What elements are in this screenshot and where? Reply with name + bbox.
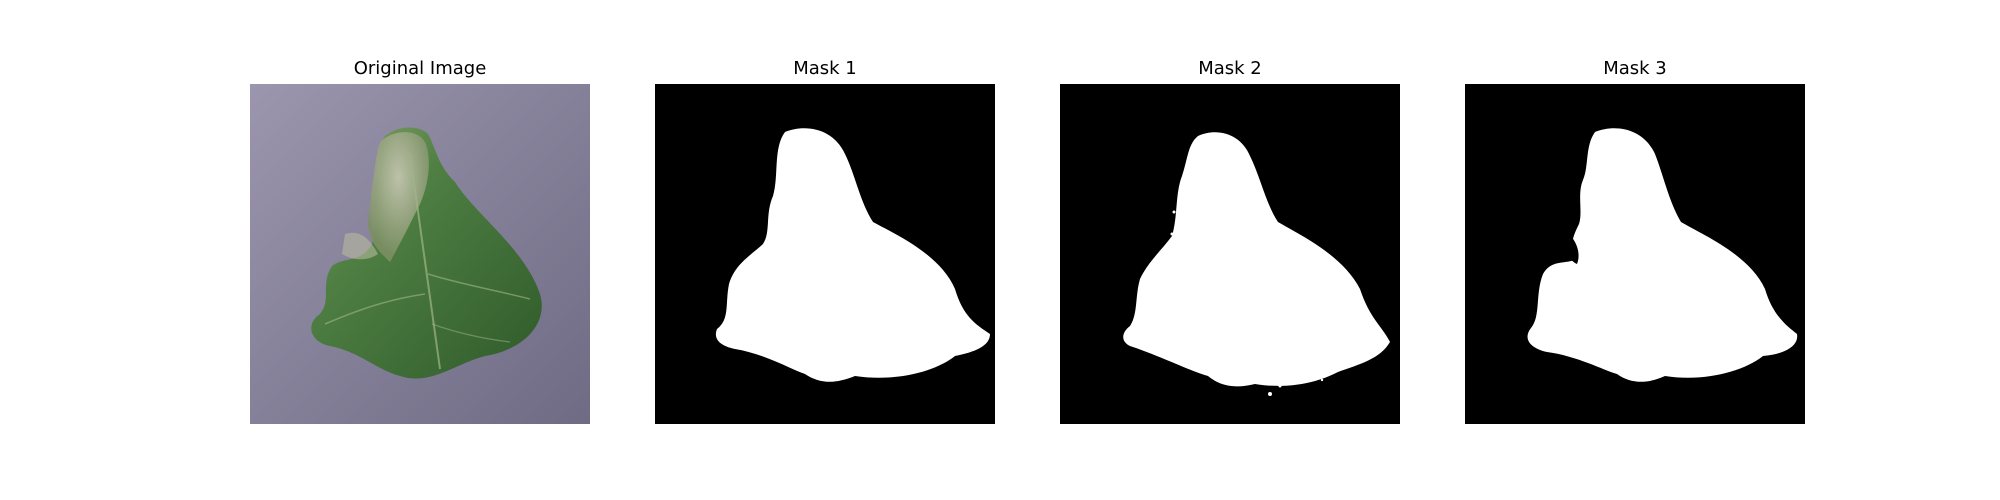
panel-mask-3: Mask 3: [1465, 0, 1805, 500]
panel-title: Mask 3: [1465, 58, 1805, 80]
panel-original-image: Original Image: [250, 0, 590, 500]
panel-mask-2: Mask 2: [1060, 0, 1400, 500]
panel-title: Original Image: [250, 58, 590, 80]
segmentation-mask: [655, 84, 995, 424]
panel-mask-1: Mask 1: [655, 0, 995, 500]
leaf-photo: [250, 84, 590, 424]
segmentation-mask: [1465, 84, 1805, 424]
panel-title: Mask 2: [1060, 58, 1400, 80]
panel-title: Mask 1: [655, 58, 995, 80]
segmentation-mask: [1060, 84, 1400, 424]
